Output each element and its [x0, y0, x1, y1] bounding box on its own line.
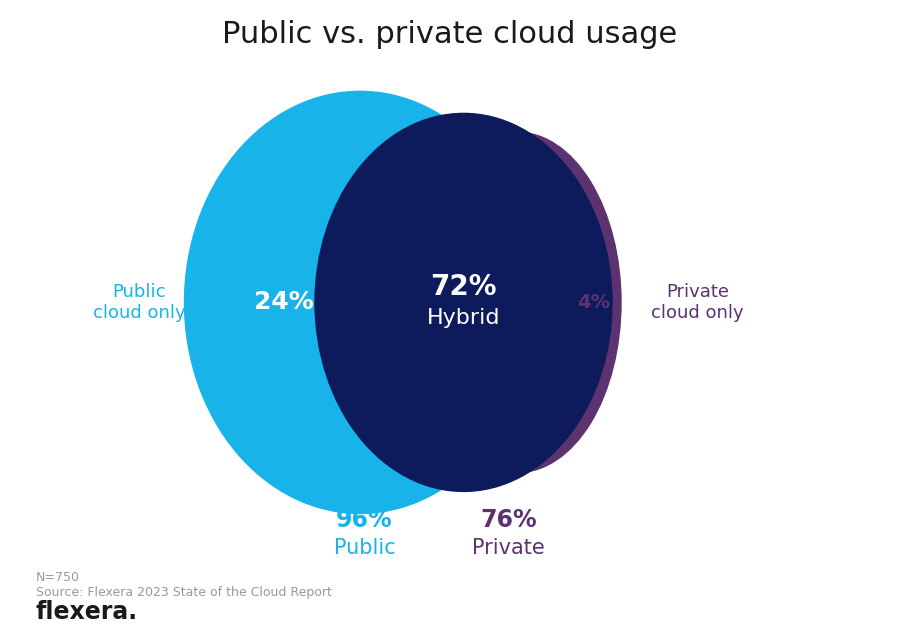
- Text: Private
cloud only: Private cloud only: [652, 283, 743, 322]
- Text: Public vs. private cloud usage: Public vs. private cloud usage: [222, 20, 678, 49]
- Text: 24%: 24%: [254, 290, 313, 314]
- Text: Hybrid: Hybrid: [427, 308, 500, 328]
- Text: 76%: 76%: [481, 508, 536, 532]
- Text: 72%: 72%: [430, 273, 497, 301]
- Text: Public: Public: [334, 538, 395, 558]
- Ellipse shape: [414, 132, 621, 472]
- Text: 96%: 96%: [337, 508, 392, 532]
- Ellipse shape: [184, 91, 536, 513]
- Text: N=750
Source: Flexera 2023 State of the Cloud Report: N=750 Source: Flexera 2023 State of the …: [36, 571, 332, 598]
- Text: 4%: 4%: [578, 293, 610, 312]
- Text: flexera.: flexera.: [36, 600, 138, 624]
- Text: Private: Private: [472, 538, 544, 558]
- Ellipse shape: [315, 113, 612, 491]
- Text: Public
cloud only: Public cloud only: [94, 283, 185, 322]
